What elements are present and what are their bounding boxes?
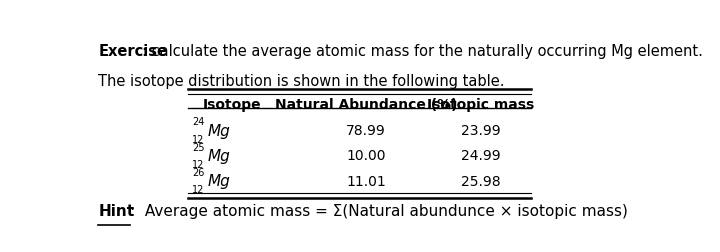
Text: Hint: Hint — [99, 204, 135, 219]
Text: 11.01: 11.01 — [346, 175, 386, 188]
Text: 23.99: 23.99 — [461, 124, 500, 138]
Text: Isotopic mass: Isotopic mass — [427, 98, 534, 112]
Text: Mg: Mg — [207, 124, 230, 139]
Text: :  Average atomic mass = Σ(Natural abundunce × isotopic mass): : Average atomic mass = Σ(Natural abundu… — [130, 204, 628, 219]
Text: Mg: Mg — [207, 149, 230, 164]
Text: 12: 12 — [192, 135, 204, 145]
Text: : calculate the average atomic mass for the naturally occurring Mg element.: : calculate the average atomic mass for … — [142, 44, 703, 59]
Text: 26: 26 — [192, 168, 204, 178]
Text: 10.00: 10.00 — [346, 149, 386, 163]
Text: Mg: Mg — [207, 174, 230, 189]
Text: The isotope distribution is shown in the following table.: The isotope distribution is shown in the… — [99, 74, 505, 89]
Text: Natural Abundance (%): Natural Abundance (%) — [275, 98, 457, 112]
Text: 24: 24 — [192, 117, 204, 128]
Text: Isotope: Isotope — [203, 98, 261, 112]
Text: 24.99: 24.99 — [461, 149, 500, 163]
Text: 12: 12 — [192, 160, 204, 170]
Text: 12: 12 — [192, 185, 204, 195]
Text: 25.98: 25.98 — [461, 175, 500, 188]
Text: 78.99: 78.99 — [346, 124, 386, 138]
Text: Exercise: Exercise — [99, 44, 167, 59]
Text: 25: 25 — [192, 143, 204, 153]
